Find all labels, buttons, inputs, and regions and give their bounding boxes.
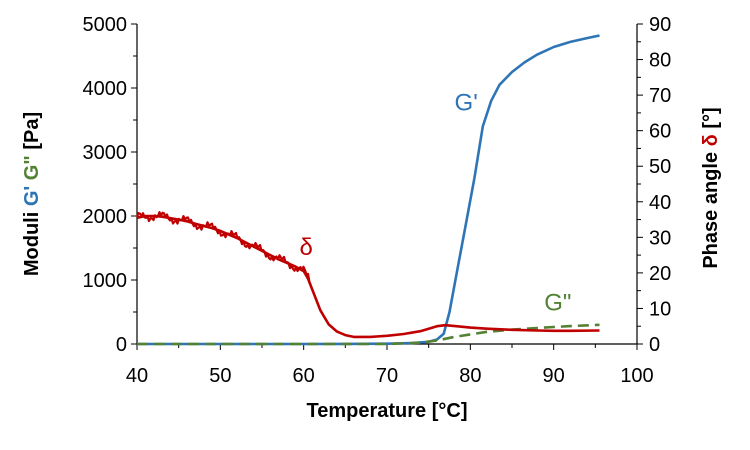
- x-tick-label: 50: [209, 365, 231, 387]
- y2-tick-label: 0: [649, 334, 660, 356]
- series-label: δ: [299, 234, 312, 261]
- y2-tick-label: 80: [649, 50, 671, 72]
- y-axis-title-part: G": [21, 155, 43, 180]
- y2-tick-label: 50: [649, 156, 671, 178]
- series-noise: [135, 211, 313, 287]
- y2-tick-label: 10: [649, 298, 671, 320]
- series-label: G": [544, 290, 571, 317]
- y2-tick-label: 30: [649, 227, 671, 249]
- x-tick-label: 40: [126, 365, 148, 387]
- y2-axis-title-part: Phase angle: [700, 146, 722, 268]
- x-tick-label: 80: [459, 365, 481, 387]
- y2-tick-label: 90: [649, 14, 671, 36]
- series-label: G': [455, 89, 478, 116]
- y2-axis-title-part: δ: [700, 134, 722, 146]
- y-tick-label: 4000: [83, 78, 128, 100]
- series-line: [137, 34, 600, 346]
- y-tick-label: 1000: [83, 270, 128, 292]
- y-tick-label: 0: [116, 334, 127, 356]
- x-tick-label: 60: [293, 365, 315, 387]
- y-tick-label: 5000: [83, 14, 128, 36]
- x-tick-label: 90: [543, 365, 565, 387]
- axes-group: 40 50 60 70 80 90 1000100020003000400050000102…: [83, 14, 672, 387]
- series-group: [135, 34, 600, 346]
- y2-tick-label: 70: [649, 85, 671, 107]
- y-tick-label: 2000: [83, 206, 128, 228]
- y-axis-title: Moduli G' G" [Pa]: [21, 112, 43, 276]
- y-axis-title-part: Moduli: [21, 206, 43, 276]
- y-axis-title-part: G': [21, 186, 43, 206]
- x-axis-title: Temperature [°C]: [307, 400, 468, 422]
- y-tick-label: 3000: [83, 142, 128, 164]
- y2-tick-label: 60: [649, 121, 671, 143]
- series-line: [136, 214, 600, 339]
- y2-tick-label: 40: [649, 192, 671, 214]
- x-tick-label: 100: [620, 365, 653, 387]
- y-axis-title-part: [Pa]: [21, 112, 43, 155]
- y2-axis-title-part: [°]: [700, 107, 722, 134]
- y2-axis-title: Phase angle δ [°]: [700, 107, 722, 268]
- labels-group: Temperature [°C] Moduli G' G" [Pa] Phase a…: [21, 89, 722, 422]
- y2-tick-label: 20: [649, 263, 671, 285]
- series-line: [137, 323, 600, 346]
- x-tick-label: 70: [376, 365, 398, 387]
